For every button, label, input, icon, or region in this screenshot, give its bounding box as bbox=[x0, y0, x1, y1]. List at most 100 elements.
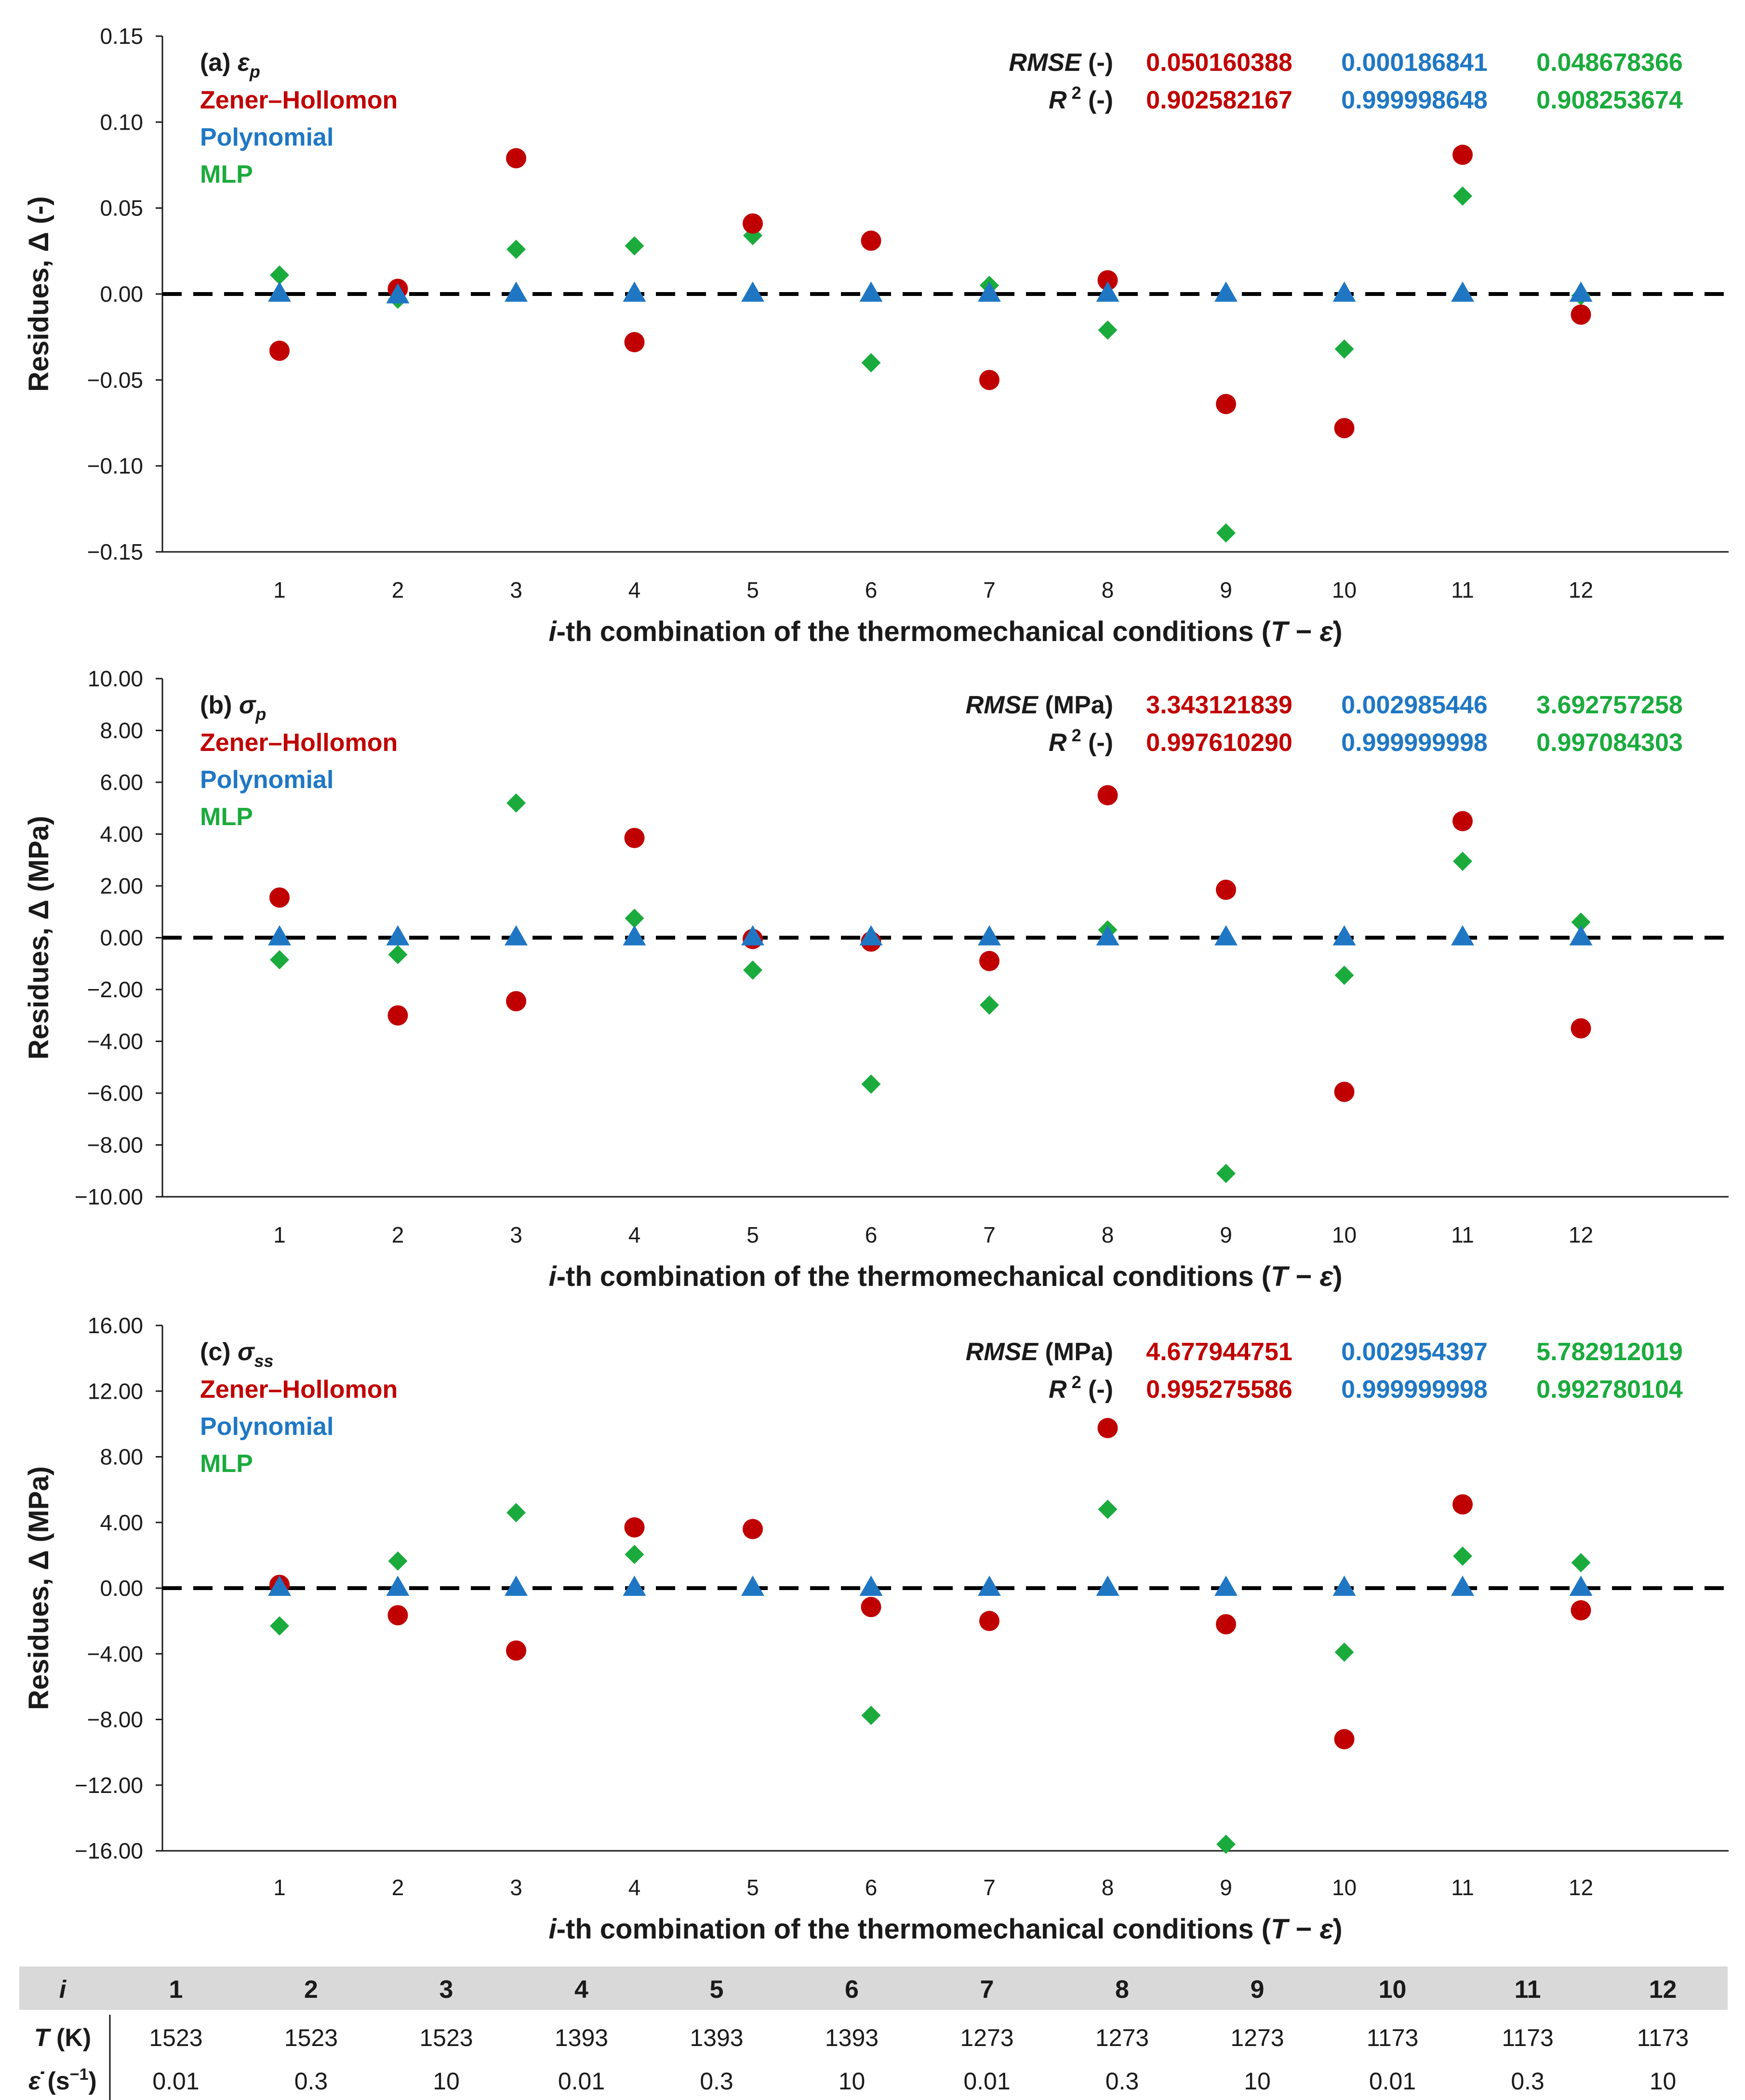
r2-label: R 2 (-) bbox=[1049, 725, 1113, 757]
point-zener-hollomon bbox=[1452, 1494, 1473, 1515]
point-mlp bbox=[1216, 1164, 1236, 1183]
point-zener-hollomon bbox=[1097, 1418, 1118, 1438]
point-polynomial bbox=[1569, 1575, 1593, 1596]
y-tick-label: 12.00 bbox=[88, 1378, 143, 1404]
table-header-cell: 4 bbox=[574, 1976, 588, 2004]
x-tick-label: 12 bbox=[1569, 1875, 1593, 1900]
point-zener-hollomon bbox=[269, 887, 290, 908]
r2-value: 0.999998648 bbox=[1341, 86, 1488, 114]
rmse-label: RMSE (-) bbox=[1009, 49, 1113, 77]
x-tick-label: 9 bbox=[1220, 577, 1232, 602]
r2-value: 0.997610290 bbox=[1146, 729, 1292, 757]
table-cell-temperature: 1393 bbox=[690, 2024, 743, 2051]
point-polynomial bbox=[1332, 925, 1356, 946]
y-tick-label: 4.00 bbox=[100, 822, 143, 847]
conditions-table: i 1 2 3 4 5 6 7 8 9 10 11 12T (K) 1523 1523 1523 1393 139… bbox=[19, 1966, 1728, 2100]
point-mlp bbox=[625, 1545, 644, 1565]
point-mlp bbox=[861, 1074, 881, 1094]
y-tick-label: −16.00 bbox=[75, 1838, 143, 1863]
point-zener-hollomon bbox=[624, 828, 645, 848]
point-polynomial bbox=[268, 1575, 291, 1596]
point-polynomial bbox=[1096, 925, 1119, 946]
y-tick-label: −4.00 bbox=[87, 1641, 143, 1666]
rmse-label: RMSE (MPa) bbox=[966, 691, 1113, 719]
point-polynomial bbox=[1569, 281, 1593, 302]
point-mlp bbox=[270, 265, 289, 285]
point-mlp bbox=[1453, 186, 1472, 206]
point-zener-hollomon bbox=[387, 1605, 408, 1626]
r2-value: 0.999999998 bbox=[1341, 1376, 1488, 1404]
y-tick-label: −12.00 bbox=[75, 1773, 143, 1798]
point-zener-hollomon bbox=[1216, 394, 1236, 415]
r2-value: 0.999999998 bbox=[1341, 729, 1488, 757]
point-polynomial bbox=[386, 283, 410, 304]
point-mlp bbox=[861, 1705, 881, 1725]
point-zener-hollomon bbox=[1097, 785, 1118, 805]
table-cell-temperature: 1393 bbox=[555, 2024, 608, 2051]
x-tick-label: 2 bbox=[392, 1222, 404, 1247]
point-zener-hollomon bbox=[1334, 1729, 1355, 1750]
y-tick-label: 0.00 bbox=[100, 1576, 143, 1601]
table-header-cell: 6 bbox=[845, 1976, 859, 2004]
table-cell-strain-rate: 10 bbox=[433, 2068, 460, 2095]
table-header-cell: 8 bbox=[1115, 1976, 1129, 2004]
point-mlp bbox=[388, 1551, 408, 1571]
x-tick-label: 3 bbox=[510, 1875, 522, 1900]
point-polynomial bbox=[1569, 925, 1593, 946]
legend-mlp: MLP bbox=[200, 1450, 253, 1478]
y-tick-label: 0.10 bbox=[100, 109, 143, 134]
point-zener-hollomon bbox=[1571, 1018, 1591, 1039]
point-zener-hollomon bbox=[624, 1517, 645, 1538]
point-zener-hollomon bbox=[861, 230, 881, 251]
r2-value: 0.995275586 bbox=[1146, 1376, 1292, 1404]
point-polynomial bbox=[741, 1575, 764, 1596]
x-tick-label: 2 bbox=[392, 577, 404, 602]
y-axis-label: Residues, Δ (-) bbox=[23, 196, 54, 392]
table-header-cell: 10 bbox=[1379, 1976, 1407, 2004]
x-axis-label: i-th combination of the thermomechanical… bbox=[548, 1261, 1342, 1292]
panel-tag: (c) σss bbox=[200, 1338, 274, 1371]
point-mlp bbox=[1571, 1553, 1591, 1573]
point-polynomial bbox=[1451, 281, 1474, 302]
table-cell-strain-rate: 10 bbox=[1650, 2068, 1677, 2095]
table-cell-temperature: 1393 bbox=[825, 2024, 879, 2051]
point-zener-hollomon bbox=[1334, 1082, 1355, 1102]
point-polynomial bbox=[1214, 281, 1238, 302]
y-tick-label: −2.00 bbox=[87, 977, 143, 1002]
table-cell-strain-rate: 10 bbox=[839, 2068, 866, 2095]
x-tick-label: 4 bbox=[628, 1875, 641, 1900]
point-zener-hollomon bbox=[1571, 304, 1591, 325]
rmse-value: 0.050160388 bbox=[1146, 49, 1292, 77]
table-header-cell: 2 bbox=[304, 1976, 318, 2004]
point-polynomial bbox=[386, 925, 410, 946]
legend-zener-hollomon: Zener–Hollomon bbox=[200, 86, 398, 114]
y-tick-label: −0.15 bbox=[87, 539, 143, 564]
chart-panel-a: 0.150.100.050.00−0.05−0.10−0.151 2 3 4 5 6 7 8 9… bbox=[23, 24, 1729, 647]
point-mlp bbox=[1334, 339, 1354, 359]
r2-value: 0.997084303 bbox=[1536, 729, 1683, 757]
point-polynomial bbox=[505, 281, 528, 302]
y-tick-label: 4.00 bbox=[100, 1510, 143, 1535]
point-zener-hollomon bbox=[1452, 145, 1473, 165]
point-zener-hollomon bbox=[979, 950, 999, 971]
x-tick-label: 11 bbox=[1451, 577, 1474, 602]
x-tick-label: 9 bbox=[1220, 1875, 1232, 1900]
table-cell-strain-rate: 0.01 bbox=[558, 2068, 605, 2095]
point-mlp bbox=[1453, 851, 1472, 871]
chart-panel-b: 10.00 8.00 6.00 4.00 2.00 0.00 −2.00 −4.00 −6.00… bbox=[23, 666, 1729, 1292]
table-header-cell: 11 bbox=[1515, 1976, 1541, 2004]
point-polynomial bbox=[978, 925, 1001, 946]
point-polynomial bbox=[978, 1575, 1001, 1596]
table-header-i: i bbox=[59, 1976, 67, 2004]
point-mlp bbox=[506, 1503, 526, 1523]
point-zener-hollomon bbox=[861, 1597, 881, 1618]
table-cell-temperature: 1523 bbox=[419, 2024, 473, 2051]
point-zener-hollomon bbox=[387, 1005, 408, 1026]
point-zener-hollomon bbox=[1334, 418, 1355, 439]
point-mlp bbox=[1334, 1642, 1354, 1662]
point-zener-hollomon bbox=[506, 991, 526, 1012]
table-cell-strain-rate: 0.01 bbox=[152, 2068, 199, 2095]
x-tick-label: 8 bbox=[1102, 1222, 1114, 1247]
point-polynomial bbox=[741, 281, 764, 302]
